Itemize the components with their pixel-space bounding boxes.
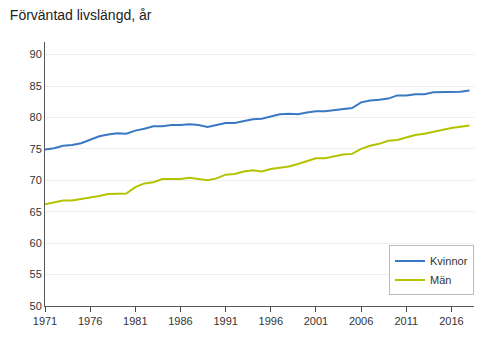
svg-text:1976: 1976: [78, 315, 102, 327]
svg-text:60: 60: [30, 237, 42, 249]
svg-text:2011: 2011: [394, 315, 418, 327]
svg-text:75: 75: [30, 143, 42, 155]
svg-text:1971: 1971: [33, 315, 57, 327]
svg-text:Förväntad livslängd, år: Förväntad livslängd, år: [10, 7, 152, 23]
svg-text:85: 85: [30, 80, 42, 92]
svg-text:50: 50: [30, 300, 42, 312]
svg-text:65: 65: [30, 206, 42, 218]
svg-text:90: 90: [30, 48, 42, 60]
svg-text:2001: 2001: [304, 315, 328, 327]
svg-text:2006: 2006: [349, 315, 373, 327]
svg-text:1981: 1981: [123, 315, 147, 327]
svg-text:2016: 2016: [439, 315, 463, 327]
svg-text:Kvinnor: Kvinnor: [430, 255, 468, 267]
svg-text:80: 80: [30, 111, 42, 123]
svg-text:Män: Män: [430, 274, 451, 286]
svg-text:55: 55: [30, 268, 42, 280]
svg-text:1996: 1996: [259, 315, 283, 327]
svg-text:70: 70: [30, 174, 42, 186]
svg-text:1986: 1986: [168, 315, 192, 327]
svg-text:1991: 1991: [213, 315, 237, 327]
